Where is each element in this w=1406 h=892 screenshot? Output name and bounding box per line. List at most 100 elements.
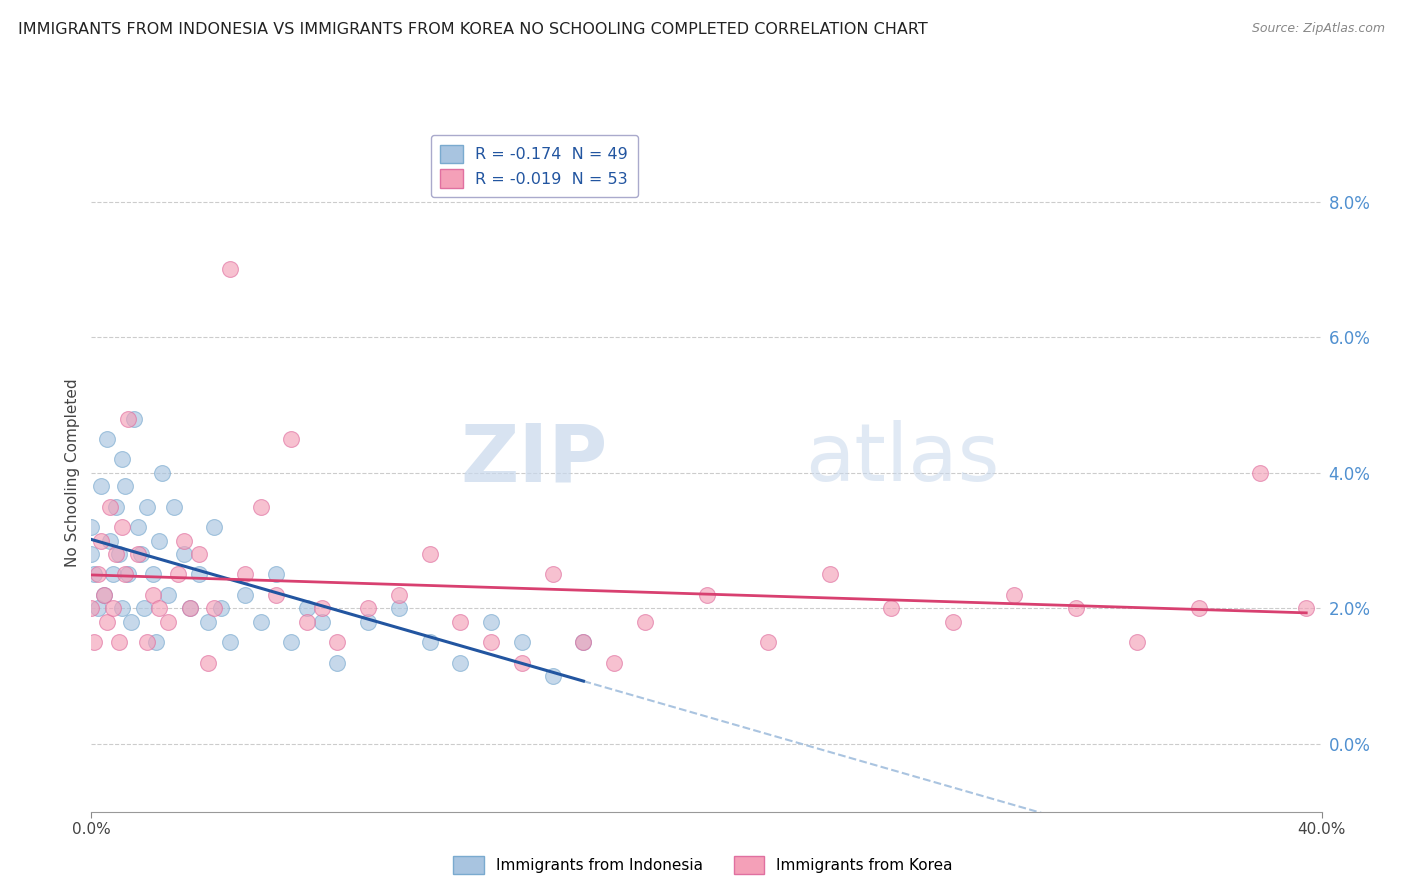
Point <box>105 500 127 514</box>
Point <box>80 547 103 561</box>
Point <box>80 601 103 615</box>
Point <box>96 432 118 446</box>
Point <box>114 479 136 493</box>
Point <box>117 411 139 425</box>
Point <box>127 547 149 561</box>
Point <box>157 588 180 602</box>
Point <box>388 601 411 615</box>
Point <box>419 547 441 561</box>
Point <box>419 635 441 649</box>
Point <box>101 567 124 582</box>
Point <box>105 547 127 561</box>
Point <box>148 533 170 548</box>
Point <box>111 520 134 534</box>
Point <box>479 615 502 629</box>
Point <box>114 567 136 582</box>
Point <box>357 601 380 615</box>
Point <box>311 615 333 629</box>
Point <box>1064 601 1087 615</box>
Point <box>209 601 232 615</box>
Point <box>202 520 225 534</box>
Point <box>197 656 219 670</box>
Point <box>572 635 595 649</box>
Point <box>634 615 657 629</box>
Point <box>98 533 121 548</box>
Point <box>941 615 963 629</box>
Point <box>108 547 131 561</box>
Point <box>142 567 165 582</box>
Point <box>880 601 903 615</box>
Point <box>96 615 118 629</box>
Point <box>218 635 240 649</box>
Point <box>510 635 533 649</box>
Point <box>135 500 157 514</box>
Point <box>150 466 173 480</box>
Point <box>326 635 349 649</box>
Text: Source: ZipAtlas.com: Source: ZipAtlas.com <box>1251 22 1385 36</box>
Point <box>1126 635 1149 649</box>
Point <box>1295 601 1317 615</box>
Point <box>202 601 225 615</box>
Point <box>449 615 471 629</box>
Point <box>388 588 411 602</box>
Point <box>142 588 165 602</box>
Point <box>98 500 121 514</box>
Point <box>603 656 626 670</box>
Point <box>83 635 105 649</box>
Point <box>449 656 471 670</box>
Point <box>1187 601 1209 615</box>
Point <box>93 588 115 602</box>
Point <box>695 588 717 602</box>
Point <box>233 588 256 602</box>
Point <box>111 452 134 467</box>
Point <box>541 567 564 582</box>
Legend: R = -0.174  N = 49, R = -0.019  N = 53: R = -0.174 N = 49, R = -0.019 N = 53 <box>430 135 638 197</box>
Text: atlas: atlas <box>804 420 1000 499</box>
Point <box>218 262 240 277</box>
Point <box>129 547 152 561</box>
Point <box>818 567 841 582</box>
Point <box>148 601 170 615</box>
Point <box>90 533 112 548</box>
Point <box>179 601 201 615</box>
Point <box>127 520 149 534</box>
Point <box>120 615 142 629</box>
Point <box>93 588 115 602</box>
Point <box>541 669 564 683</box>
Point <box>135 635 157 649</box>
Legend: Immigrants from Indonesia, Immigrants from Korea: Immigrants from Indonesia, Immigrants fr… <box>447 850 959 880</box>
Point <box>188 547 211 561</box>
Point <box>101 601 124 615</box>
Point <box>145 635 167 649</box>
Point <box>117 567 139 582</box>
Point <box>197 615 219 629</box>
Point <box>295 601 318 615</box>
Point <box>295 615 318 629</box>
Point <box>166 567 188 582</box>
Point <box>510 656 533 670</box>
Point <box>86 567 108 582</box>
Point <box>124 411 146 425</box>
Point <box>173 547 195 561</box>
Point <box>173 533 195 548</box>
Y-axis label: No Schooling Completed: No Schooling Completed <box>65 378 80 567</box>
Point <box>163 500 186 514</box>
Point <box>90 479 112 493</box>
Point <box>264 588 287 602</box>
Point <box>188 567 211 582</box>
Point <box>80 520 103 534</box>
Point <box>108 635 131 649</box>
Point <box>249 615 271 629</box>
Point <box>756 635 779 649</box>
Text: IMMIGRANTS FROM INDONESIA VS IMMIGRANTS FROM KOREA NO SCHOOLING COMPLETED CORREL: IMMIGRANTS FROM INDONESIA VS IMMIGRANTS … <box>18 22 928 37</box>
Point <box>326 656 349 670</box>
Point <box>280 432 302 446</box>
Point <box>311 601 333 615</box>
Point <box>357 615 380 629</box>
Point <box>111 601 134 615</box>
Text: ZIP: ZIP <box>461 420 607 499</box>
Point <box>83 567 105 582</box>
Point <box>179 601 201 615</box>
Point <box>280 635 302 649</box>
Point <box>1002 588 1025 602</box>
